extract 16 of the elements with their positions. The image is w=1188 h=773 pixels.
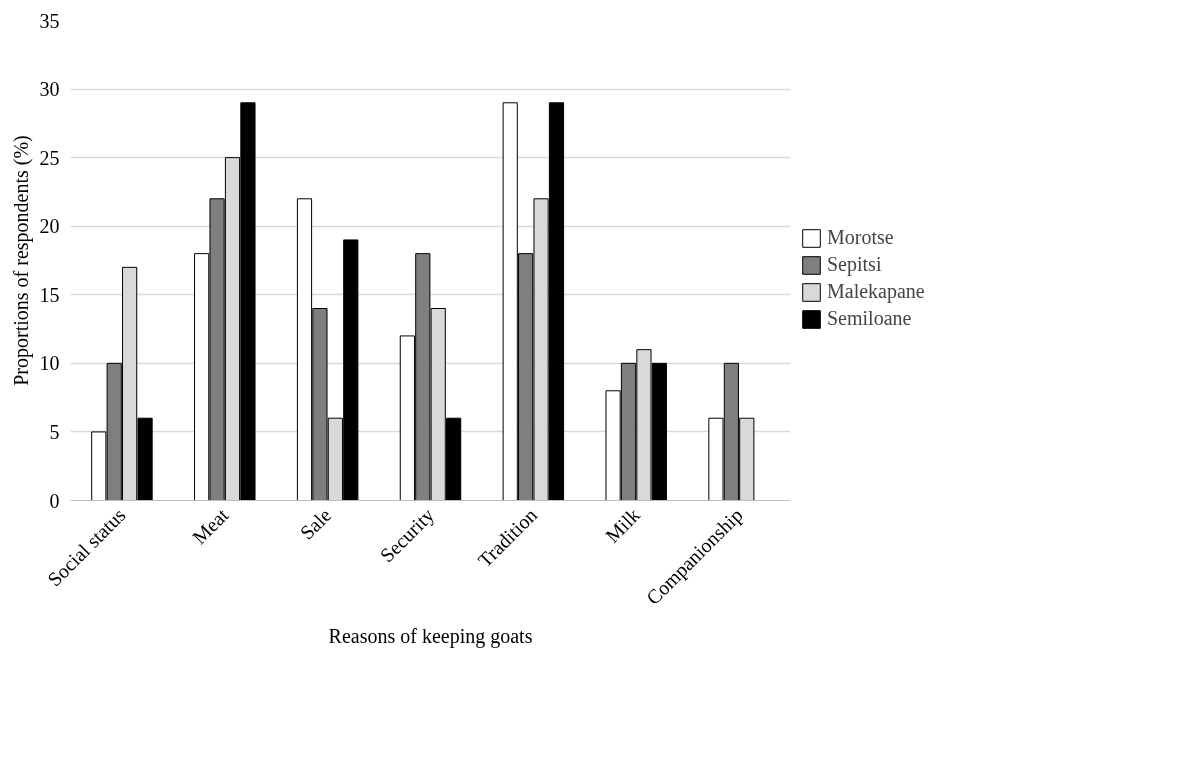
y-tick-label: 35 bbox=[39, 9, 60, 32]
x-axis-title: Reasons of keeping goats bbox=[328, 624, 533, 648]
legend-label: Semiloane bbox=[827, 307, 912, 330]
y-tick-label: 0 bbox=[49, 489, 60, 512]
y-tick-label: 25 bbox=[39, 146, 60, 169]
legend-label: Morotse bbox=[827, 226, 894, 249]
y-tick-label: 20 bbox=[39, 215, 60, 238]
y-tick-label: 10 bbox=[39, 352, 60, 375]
x-tick-label: Sale bbox=[295, 503, 336, 544]
y-axis-title: Proportions of respondents (%) bbox=[9, 135, 33, 386]
y-tick-label: 15 bbox=[39, 283, 60, 306]
x-tick-label: Milk bbox=[600, 503, 644, 547]
y-tick-label: 30 bbox=[39, 78, 60, 101]
y-tick-label: 5 bbox=[49, 420, 60, 443]
legend-label: Sepitsi bbox=[827, 253, 882, 276]
legend-label: Malekapane bbox=[827, 280, 925, 303]
